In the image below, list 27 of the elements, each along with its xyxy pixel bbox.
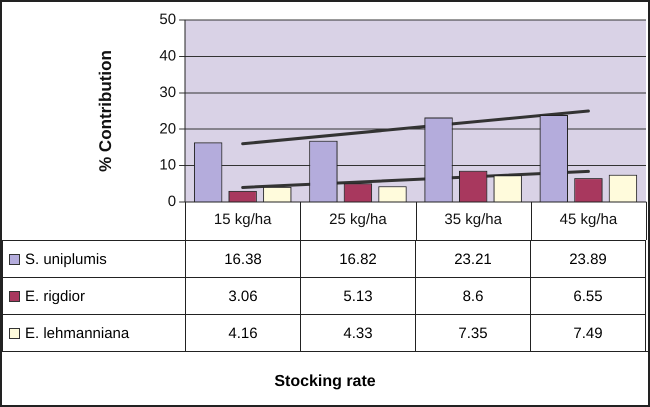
- data-label: 7.35: [457, 324, 489, 342]
- y-tick-label: 0: [168, 193, 176, 210]
- data-label: 8.6: [462, 288, 484, 304]
- data-label: 23.21: [453, 250, 493, 268]
- y-tick-label: 10: [159, 156, 176, 174]
- x-tick-label: 25 kg/ha: [329, 211, 388, 228]
- legend-label: S. uniplumis: [2, 240, 186, 278]
- y-tick-label: 50: [159, 11, 176, 28]
- x-tick-label: 35 kg/ha: [444, 211, 503, 228]
- x-tick-label: 45 kg/ha: [560, 211, 618, 228]
- data-label: 23.89: [568, 250, 608, 268]
- y-tick-label: 40: [159, 48, 176, 65]
- y-tick-label: 20: [159, 120, 176, 138]
- data-label: 4.16: [227, 324, 259, 342]
- y-axis-title: % Contribution: [96, 50, 115, 172]
- data-label: 4.33: [342, 324, 374, 342]
- data-label: 7.49: [572, 324, 604, 342]
- data-label: 3.06: [227, 288, 259, 304]
- data-label: 5.13: [342, 288, 374, 304]
- data-label: 16.38: [223, 250, 263, 268]
- legend-label: E. rigdior: [2, 278, 186, 314]
- text: Stocking rate: [2, 351, 648, 405]
- y-tick-label: 30: [159, 84, 176, 101]
- x-tick-label: 15 kg/ha: [214, 211, 272, 228]
- data-label: 6.55: [572, 288, 604, 304]
- data-label: 16.82: [338, 250, 378, 268]
- legend-label: E. lehmanniana: [2, 314, 186, 352]
